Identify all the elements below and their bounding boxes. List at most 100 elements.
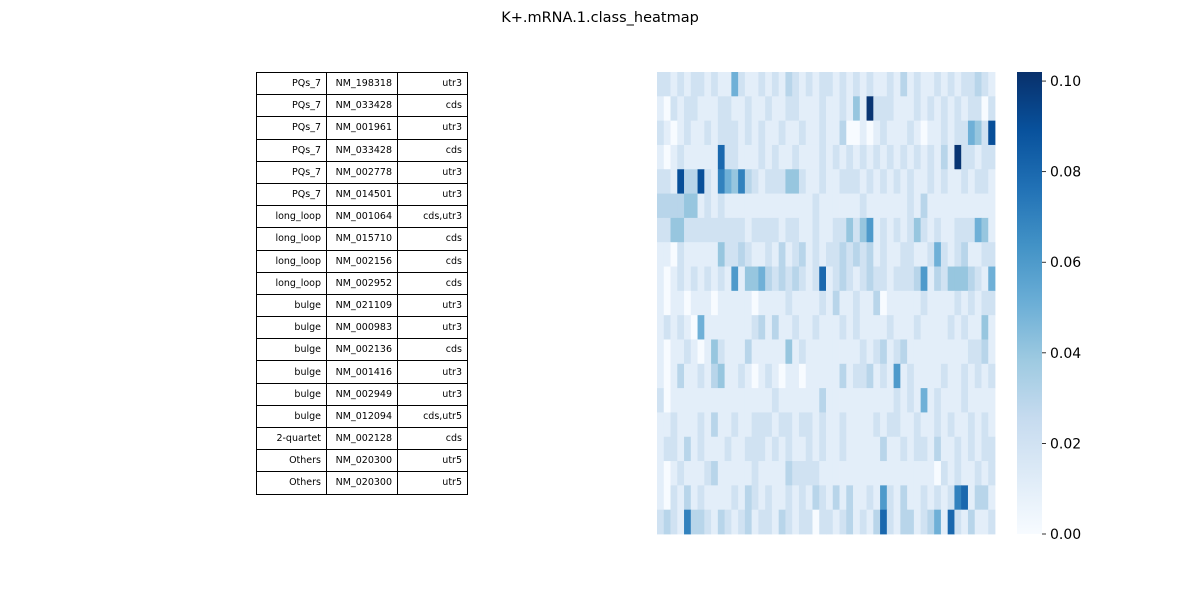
heatmap-cell (900, 290, 908, 316)
heatmap-cell (663, 217, 671, 243)
heatmap-cell (690, 461, 698, 486)
heatmap-cell (711, 436, 719, 462)
heatmap-cell (846, 461, 854, 486)
heatmap-cell (778, 436, 786, 462)
heatmap-cell (819, 96, 827, 122)
heatmap-cell (846, 144, 854, 170)
heatmap-cell (907, 436, 915, 462)
heatmap-cell (880, 72, 888, 97)
heatmap-cell (778, 242, 786, 267)
heatmap-cell (859, 217, 867, 243)
heatmap-cell (765, 266, 773, 292)
heatmap-cell (880, 217, 888, 243)
heatmap-cell (765, 169, 773, 194)
heatmap-cell (663, 363, 671, 389)
heatmap-cell (967, 412, 976, 438)
heatmap-cell (934, 436, 942, 462)
heatmap-cell (805, 169, 813, 194)
heatmap-cell (954, 461, 962, 486)
heatmap-cell (900, 72, 908, 97)
heatmap-cell (974, 388, 982, 413)
heatmap-cell (738, 363, 746, 389)
heatmap-cell (873, 509, 881, 535)
heatmap-cell (873, 315, 881, 340)
heatmap-cell (778, 412, 786, 438)
heatmap-cell (981, 388, 989, 413)
heatmap-cell (758, 144, 766, 170)
heatmap-cell (717, 339, 725, 365)
heatmap-cell (886, 96, 894, 122)
heatmap-cell (961, 461, 969, 486)
heatmap-cell (663, 388, 671, 413)
heatmap-cell (697, 388, 705, 413)
heatmap-cell (961, 169, 969, 194)
heatmap-cell (792, 436, 800, 462)
heatmap-cell (778, 388, 786, 413)
heatmap-cell (771, 144, 780, 170)
heatmap-cell (967, 388, 976, 413)
heatmap-cell (758, 388, 766, 413)
heatmap-cell (900, 485, 908, 511)
heatmap-cell (907, 72, 915, 97)
heatmap-cell (927, 315, 935, 340)
heatmap-cell (859, 290, 867, 316)
heatmap-cell (670, 144, 678, 170)
heatmap-cell (947, 509, 955, 535)
heatmap-cell (819, 144, 827, 170)
heatmap-cell (846, 242, 854, 267)
heatmap-cell (920, 315, 928, 340)
heatmap-cell (866, 144, 874, 170)
heatmap-cell (880, 509, 888, 535)
heatmap-cell (792, 193, 800, 219)
heatmap-cell (771, 193, 780, 219)
heatmap-cell (913, 120, 922, 146)
heatmap-cell (866, 169, 874, 194)
heatmap-cell (954, 363, 962, 389)
heatmap-cell (886, 461, 894, 486)
heatmap-cell (913, 363, 922, 389)
heatmap-cell (690, 242, 698, 267)
heatmap-cell (717, 461, 725, 486)
heatmap-cell (832, 315, 840, 340)
heatmap-cell (826, 339, 834, 365)
heatmap-cell (704, 72, 712, 97)
heatmap-cell (677, 436, 685, 462)
heatmap-cell (785, 72, 793, 97)
heatmap-cell (907, 169, 915, 194)
heatmap-cell (859, 509, 867, 535)
heatmap-cell (832, 363, 840, 389)
heatmap-cell (724, 144, 732, 170)
heatmap-cell (711, 290, 719, 316)
heatmap-cell (866, 217, 874, 243)
heatmap-cell (981, 96, 989, 122)
heatmap-cell (711, 485, 719, 511)
heatmap-cell (839, 120, 847, 146)
heatmap-cell (751, 412, 759, 438)
heatmap-cell (967, 96, 976, 122)
heatmap-cell (880, 96, 888, 122)
heatmap-cell (859, 388, 867, 413)
heatmap-cell (940, 217, 949, 243)
heatmap-cell (751, 339, 759, 365)
heatmap-cell (805, 72, 813, 97)
heatmap-cell (920, 436, 928, 462)
heatmap-cell (717, 485, 725, 511)
heatmap-cell (738, 120, 746, 146)
heatmap-cell (961, 412, 969, 438)
heatmap-cell (927, 461, 935, 486)
heatmap-cell (805, 485, 813, 511)
heatmap-cell (920, 485, 928, 511)
heatmap-cell (792, 242, 800, 267)
heatmap-cell (731, 96, 739, 122)
heatmap-cell (690, 436, 698, 462)
heatmap-cell (947, 412, 955, 438)
heatmap-cell (988, 242, 996, 267)
heatmap-cell (819, 242, 827, 267)
heatmap-cell (866, 315, 874, 340)
heatmap-cell (940, 96, 949, 122)
heatmap-cell (981, 120, 989, 146)
heatmap-cell (798, 315, 807, 340)
heatmap-cell (690, 193, 698, 219)
heatmap-cell (988, 193, 996, 219)
heatmap-cell (967, 144, 976, 170)
